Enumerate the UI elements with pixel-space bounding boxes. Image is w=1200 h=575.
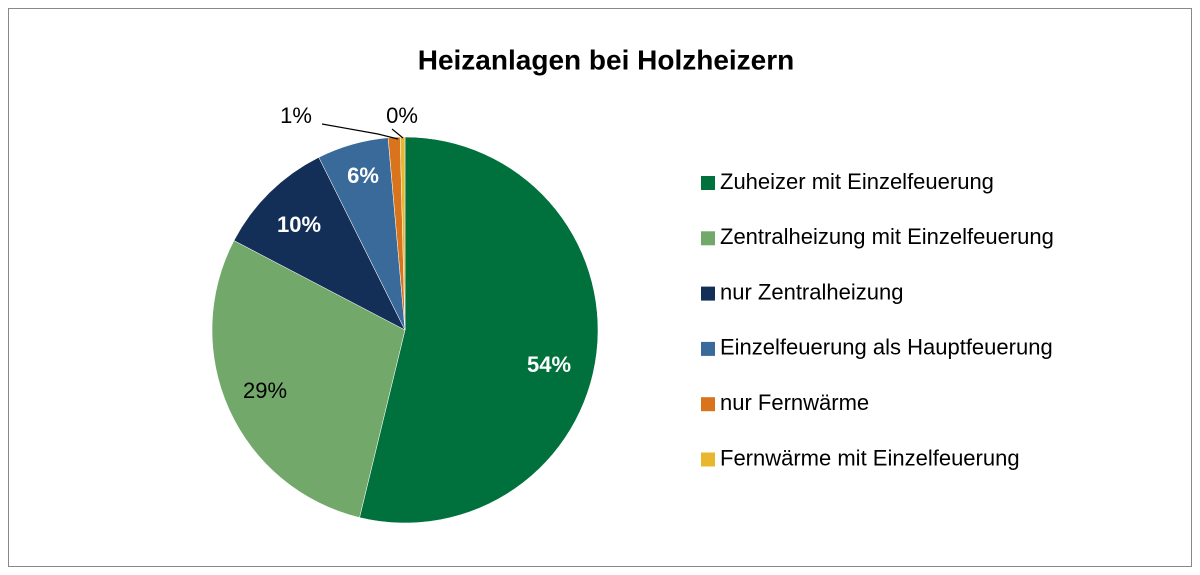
data-label: 1% xyxy=(280,103,312,128)
legend-swatch xyxy=(701,176,715,190)
legend-swatch xyxy=(701,452,715,467)
legend-label: nur Fernwärme xyxy=(720,390,869,415)
data-label: 29% xyxy=(243,378,287,403)
pie-slice xyxy=(211,240,406,518)
pie-slice xyxy=(233,156,406,331)
legend-label: Zuheizer mit Einzelfeuerung xyxy=(720,169,994,194)
data-label: 6% xyxy=(347,163,379,188)
legend-swatch xyxy=(701,286,715,301)
legend-label: Einzelfeuerung als Hauptfeuerung xyxy=(720,335,1053,360)
legend-swatch xyxy=(701,397,715,412)
data-label: 10% xyxy=(277,212,321,237)
pie-slice xyxy=(359,136,599,524)
data-label: 54% xyxy=(527,352,571,377)
chart-border xyxy=(8,8,1192,567)
data-label: 0% xyxy=(386,103,418,128)
legend-label: Zentralheizung mit Einzelfeuerung xyxy=(720,224,1054,249)
chart-title: Heizanlagen bei Holzheizern xyxy=(418,44,795,75)
legend-label: Fernwärme mit Einzelfeuerung xyxy=(720,445,1020,470)
legend-label: nur Zentralheizung xyxy=(720,279,903,304)
leader-line xyxy=(391,128,404,139)
leader-line xyxy=(321,123,399,140)
legend-swatch xyxy=(701,231,715,246)
legend-swatch xyxy=(701,341,715,356)
